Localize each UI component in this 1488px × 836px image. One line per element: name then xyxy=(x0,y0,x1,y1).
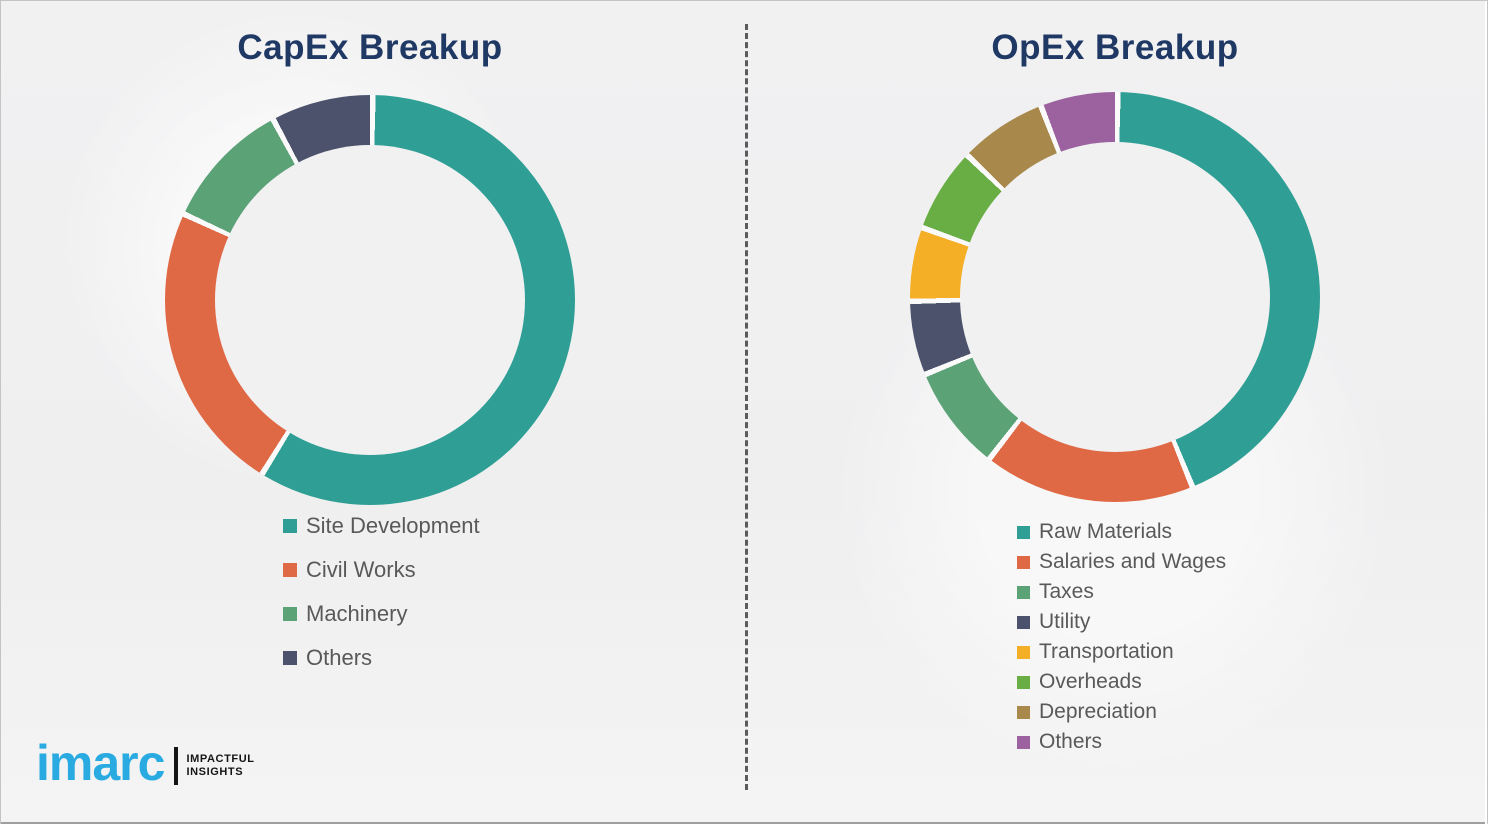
legend-item: Overheads xyxy=(1017,667,1226,697)
legend-swatch xyxy=(1017,735,1030,749)
opex-donut-chart xyxy=(910,92,1320,502)
legend-item: Transportation xyxy=(1017,637,1226,667)
legend-label: Overheads xyxy=(1039,670,1142,693)
logo-tagline-line2: INSIGHTS xyxy=(186,766,244,778)
legend-swatch xyxy=(283,651,297,665)
legend-item: Others xyxy=(1017,727,1226,757)
legend-label: Taxes xyxy=(1039,580,1094,603)
legend-swatch xyxy=(1017,705,1030,719)
legend-label: Salaries and Wages xyxy=(1039,550,1227,573)
capex-legend: Site Development Civil Works Machinery Othe… xyxy=(283,513,480,690)
logo-divider-bar xyxy=(174,747,179,785)
legend-swatch xyxy=(283,563,297,577)
legend-label: Raw Materials xyxy=(1039,520,1173,543)
legend-swatch xyxy=(1017,555,1030,569)
capex-donut-chart xyxy=(165,95,575,505)
legend-label: Site Development xyxy=(306,513,480,538)
legend-item: Raw Materials xyxy=(1017,517,1226,547)
logo-tagline-line1: IMPACTFUL xyxy=(186,753,255,765)
legend-item: Taxes xyxy=(1017,577,1226,607)
legend-label: Others xyxy=(1039,730,1103,753)
legend-item: Site Development xyxy=(283,513,480,538)
legend-item: Others xyxy=(283,645,480,670)
legend-swatch xyxy=(1017,585,1030,599)
legend-item: Machinery xyxy=(283,601,480,626)
imarc-logo: imarc IMPACTFUL INSIGHTS xyxy=(36,738,255,788)
vertical-dashed-divider xyxy=(745,24,748,790)
legend-swatch xyxy=(283,607,297,621)
legend-item: Civil Works xyxy=(283,557,480,582)
legend-swatch xyxy=(283,519,297,533)
legend-label: Machinery xyxy=(306,601,408,626)
legend-item: Salaries and Wages xyxy=(1017,547,1226,577)
opex-donut-hole xyxy=(960,142,1270,452)
legend-swatch xyxy=(1017,645,1030,659)
legend-label: Others xyxy=(306,645,373,670)
legend-label: Utility xyxy=(1039,610,1091,633)
legend-item: Utility xyxy=(1017,607,1226,637)
legend-label: Depreciation xyxy=(1039,700,1157,723)
legend-swatch xyxy=(1017,525,1030,539)
opex-legend: Raw Materials Salaries and Wages Taxes Util… xyxy=(1017,517,1226,757)
capex-donut-hole xyxy=(215,145,525,455)
legend-label: Transportation xyxy=(1039,640,1174,663)
legend-swatch xyxy=(1017,675,1030,689)
legend-label: Civil Works xyxy=(306,557,416,582)
legend-item: Depreciation xyxy=(1017,697,1226,727)
bottom-margin xyxy=(0,824,1488,836)
capex-chart-title: CapEx Breakup xyxy=(237,28,503,67)
opex-chart-title: OpEx Breakup xyxy=(991,28,1239,67)
legend-swatch xyxy=(1017,615,1030,629)
logo-tagline: IMPACTFUL INSIGHTS xyxy=(186,753,254,779)
imarc-logo-wordmark: imarc xyxy=(36,735,165,791)
